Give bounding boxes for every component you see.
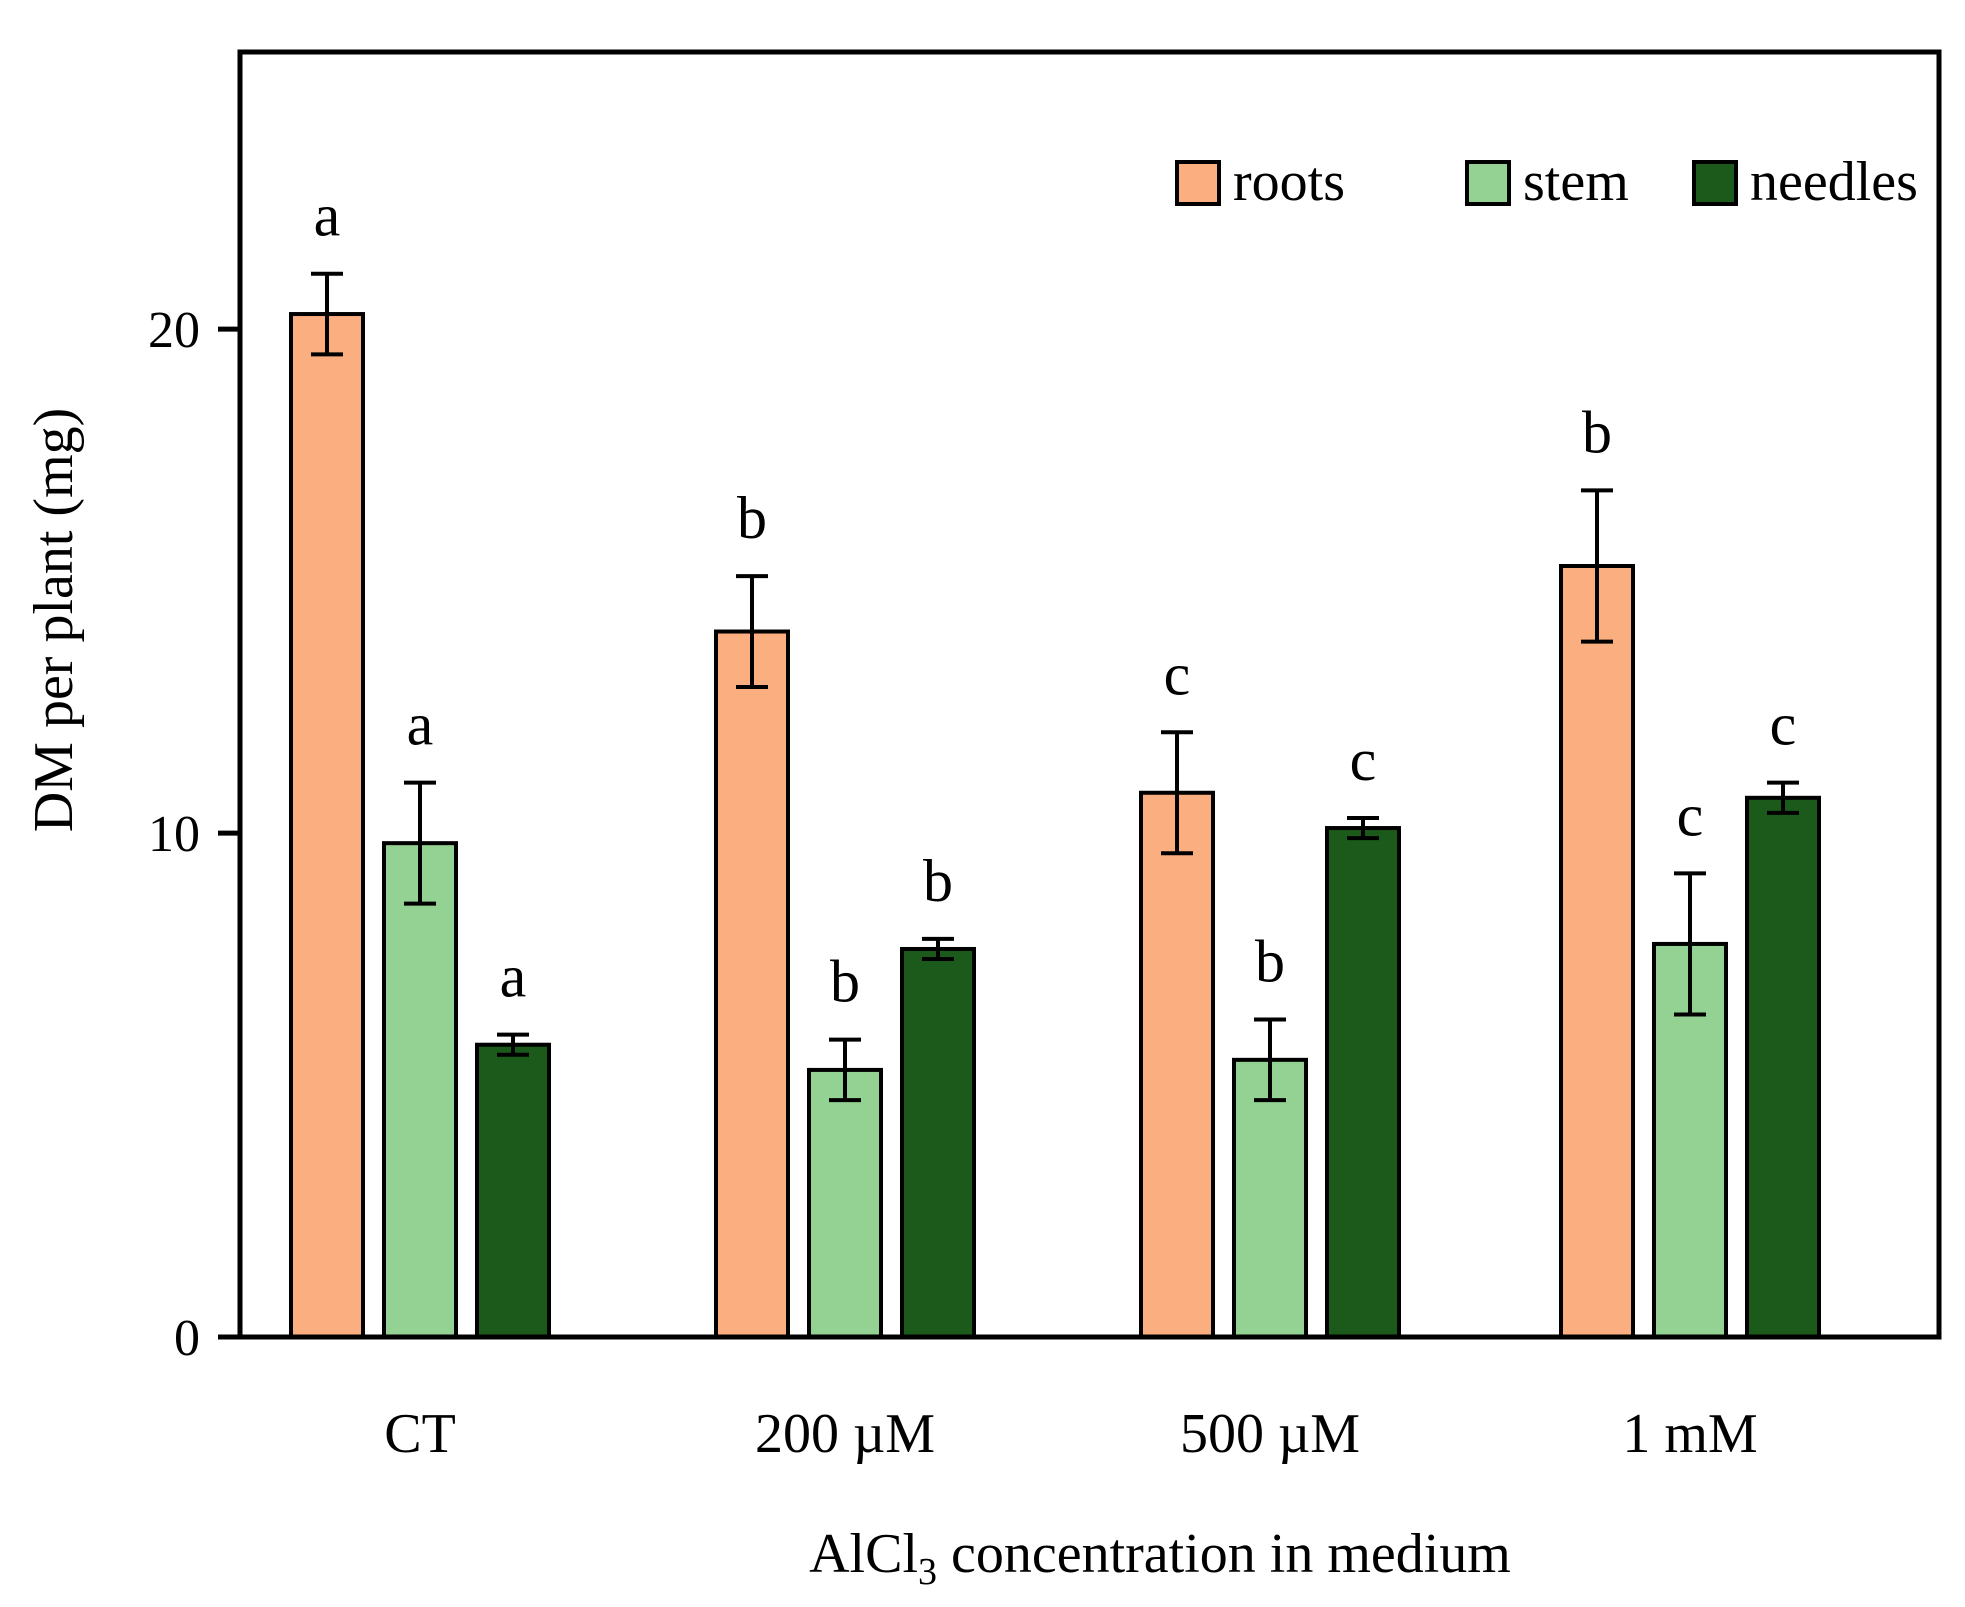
bar-roots: [714, 629, 790, 1339]
x-category-label: CT: [384, 1403, 456, 1465]
x-axis-label: AlCl3 concentration in medium: [809, 1523, 1511, 1593]
y-axis: 0 10 20: [148, 52, 243, 1367]
significance-label: c: [1677, 782, 1704, 848]
x-axis-label-subscript: 3: [918, 1551, 937, 1593]
bar-stem: [807, 1067, 883, 1339]
y-tick-label: 10: [148, 806, 200, 863]
significance-label: a: [500, 944, 527, 1010]
x-category-label: 500 µM: [1180, 1403, 1360, 1465]
legend-label-stem: stem: [1523, 151, 1629, 213]
bar-needles: [475, 1042, 551, 1339]
significance-label: a: [407, 692, 434, 758]
bar-needles: [1325, 826, 1401, 1340]
significance-label: b: [737, 485, 767, 551]
bar-needles: [900, 946, 976, 1340]
significance-label: b: [1255, 929, 1285, 995]
y-tick-label: 0: [174, 1310, 200, 1367]
bar-stem: [382, 841, 458, 1339]
y-tick-label: 20: [148, 302, 200, 359]
x-axis-label-main: AlCl: [809, 1523, 918, 1585]
legend-swatch-stem: [1465, 160, 1511, 206]
y-axis-label: DM per plant (mg): [23, 408, 85, 833]
significance-label: b: [1582, 399, 1612, 465]
bar-roots: [1559, 564, 1635, 1339]
significance-label: c: [1164, 641, 1191, 707]
x-axis-categories: CT 200 µM 500 µM 1 mM: [384, 1403, 1757, 1465]
significance-label: c: [1350, 727, 1377, 793]
bar-roots: [1139, 790, 1215, 1339]
bar-roots: [289, 312, 365, 1339]
legend-swatch-roots: [1175, 160, 1221, 206]
x-axis-label-rest: concentration in medium: [937, 1523, 1511, 1585]
x-category-label: 200 µM: [755, 1403, 935, 1465]
legend-label-needles: needles: [1750, 151, 1918, 213]
bar-needles: [1745, 795, 1821, 1339]
significance-label: a: [314, 183, 341, 249]
legend-label-roots: roots: [1233, 151, 1345, 213]
legend-swatch-needles: [1692, 160, 1738, 206]
legend: roots stem needles: [1175, 151, 1918, 213]
significance-label: b: [923, 848, 953, 914]
significance-label: c: [1770, 692, 1797, 758]
significance-label: b: [830, 949, 860, 1015]
x-category-label: 1 mM: [1622, 1403, 1757, 1465]
